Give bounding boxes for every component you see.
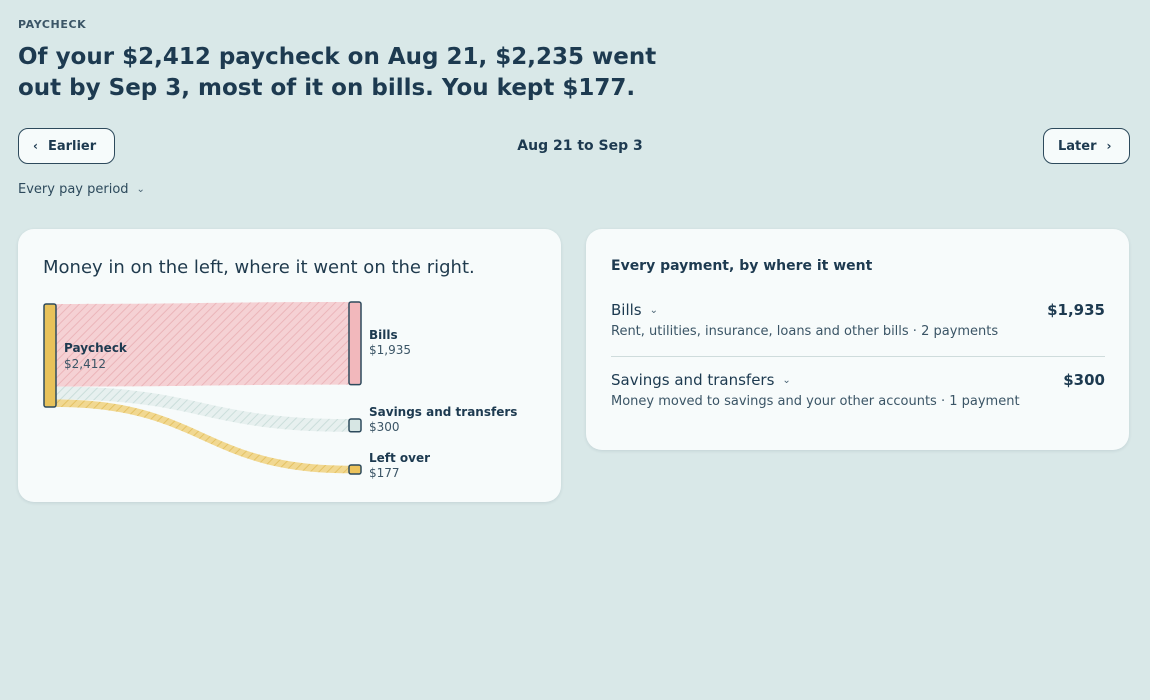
target-value: $177	[369, 466, 400, 480]
flow-bills	[56, 302, 349, 387]
node-savings-and-transfers	[348, 418, 362, 433]
node-left-over	[348, 464, 362, 475]
payment-row-name[interactable]: Bills ⌄	[611, 301, 1105, 319]
earlier-label: Earlier	[47, 138, 97, 154]
payment-row-savings[interactable]: Savings and transfers ⌄ $300 Money moved…	[611, 371, 1105, 409]
pay-period-dropdown[interactable]: Every pay period ⌄	[18, 182, 145, 197]
later-button[interactable]: Later ›	[1043, 128, 1130, 164]
flow-card-title: Money in on the left, where it went on t…	[43, 257, 475, 278]
payments-card: Every payment, by where it went Bills ⌄ …	[586, 229, 1129, 450]
target-label: Left over	[369, 451, 430, 465]
chevron-down-icon: ⌄	[136, 184, 145, 195]
flow-savings-and-transfers	[56, 386, 349, 432]
row-divider	[611, 356, 1105, 357]
source-value: $2,412	[64, 357, 106, 371]
date-range: Aug 21 to Sep 3	[517, 138, 643, 154]
chevron-left-icon: ‹	[33, 139, 38, 153]
section-eyebrow: PAYCHECK	[18, 18, 87, 31]
payment-row-amount: $300	[1063, 371, 1105, 389]
payments-title: Every payment, by where it went	[611, 258, 873, 274]
payment-row-label: Savings and transfers	[611, 371, 775, 389]
pay-period-label: Every pay period	[18, 182, 129, 197]
money-flow-card: Money in on the left, where it went on t…	[18, 229, 561, 502]
payment-row-label: Bills	[611, 301, 642, 319]
earlier-button[interactable]: ‹ Earlier	[18, 128, 115, 164]
node-paycheck	[43, 303, 57, 408]
page-headline: Of your $2,412 paycheck on Aug 21, $2,23…	[18, 44, 657, 101]
payment-row-amount: $1,935	[1047, 301, 1105, 319]
flow-left-over	[56, 399, 349, 474]
target-label: Savings and transfers	[369, 405, 517, 419]
payment-row-bills[interactable]: Bills ⌄ $1,935 Rent, utilities, insuranc…	[611, 301, 1105, 339]
chevron-down-icon: ⌄	[782, 374, 791, 386]
chevron-right-icon: ›	[1106, 139, 1112, 153]
chevron-down-icon: ⌄	[649, 304, 658, 316]
target-label: Bills	[369, 328, 398, 342]
payment-row-description: Money moved to savings and your other ac…	[611, 394, 1020, 409]
payment-row-description: Rent, utilities, insurance, loans and ot…	[611, 324, 999, 339]
target-value: $1,935	[369, 343, 411, 357]
later-label: Later	[1058, 138, 1097, 154]
node-bills	[348, 301, 362, 386]
sankey-chart: Bills$1,935 Savings and transfers$300 Left…	[43, 301, 517, 480]
target-value: $300	[369, 420, 400, 434]
source-label: Paycheck	[64, 341, 128, 355]
payment-row-name[interactable]: Savings and transfers ⌄	[611, 371, 1105, 389]
